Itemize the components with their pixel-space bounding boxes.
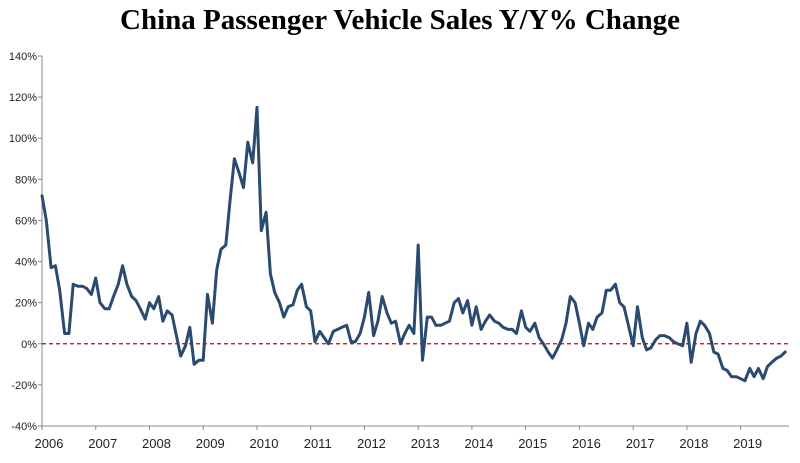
chart-title: China Passenger Vehicle Sales Y/Y% Chang… (120, 4, 680, 36)
axes (41, 56, 789, 427)
x-axis-ticks: 2006 2007 2008 2009 2010 2011 2012 2013 2014 2015… (35, 426, 762, 451)
y-tick-label: 60% (15, 215, 37, 227)
y-tick-label: 80% (15, 174, 37, 186)
x-tick-label: 2012 (357, 436, 386, 451)
x-tick-label: 2007 (88, 436, 117, 451)
x-tick-label: 2006 (35, 436, 64, 451)
x-tick-label: 2010 (250, 436, 279, 451)
x-tick-label: 2015 (518, 436, 547, 451)
x-tick-label: 2018 (679, 436, 708, 451)
series-lines (40, 105, 787, 383)
y-tick-label: 100% (9, 133, 37, 145)
y-axis-ticks: 140% 120% 100% 80% 60% 40% 20% 0% -20% -40% (9, 51, 42, 433)
y-tick-label: 0% (21, 339, 37, 351)
x-tick-label: 2014 (464, 436, 493, 451)
x-tick-label: 2016 (572, 436, 601, 451)
y-tick-label: 40% (15, 257, 37, 269)
y-tick-label: -40% (11, 421, 37, 433)
series-line (40, 105, 787, 383)
x-tick-label: 2013 (411, 436, 440, 451)
y-tick-label: -20% (11, 380, 37, 392)
x-tick-label: 2011 (304, 436, 332, 451)
y-tick-label: 140% (9, 51, 37, 63)
x-tick-label: 2017 (626, 436, 655, 451)
x-tick-label: 2008 (142, 436, 171, 451)
x-tick-label: 2009 (196, 436, 225, 451)
y-tick-label: 120% (9, 92, 37, 104)
y-tick-label: 20% (15, 298, 37, 310)
x-tick-label: 2019 (733, 436, 762, 451)
